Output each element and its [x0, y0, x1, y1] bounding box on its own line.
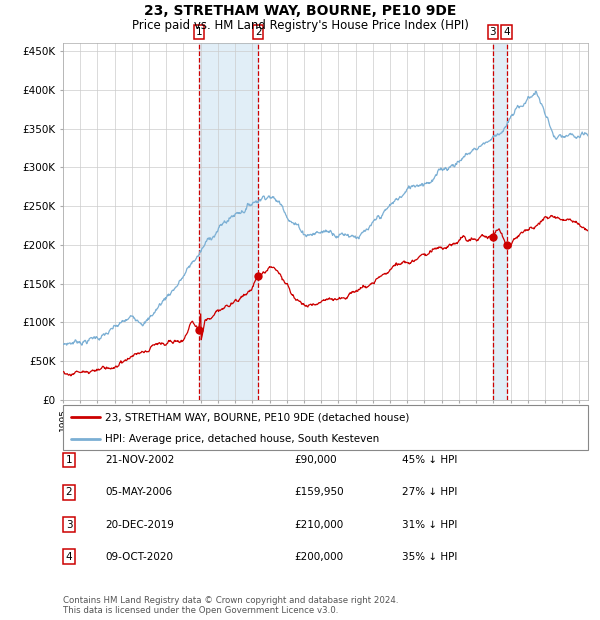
- Bar: [493, 43, 506, 400]
- Text: 23, STRETHAM WAY, BOURNE, PE10 9DE (detached house): 23, STRETHAM WAY, BOURNE, PE10 9DE (deta…: [105, 412, 409, 422]
- Text: £210,000: £210,000: [294, 520, 343, 529]
- Text: 23, STRETHAM WAY, BOURNE, PE10 9DE: 23, STRETHAM WAY, BOURNE, PE10 9DE: [144, 4, 456, 19]
- Text: 4: 4: [65, 552, 73, 562]
- Bar: [199, 43, 258, 400]
- Text: Price paid vs. HM Land Registry's House Price Index (HPI): Price paid vs. HM Land Registry's House …: [131, 19, 469, 32]
- FancyBboxPatch shape: [63, 405, 588, 450]
- Text: HPI: Average price, detached house, South Kesteven: HPI: Average price, detached house, Sout…: [105, 434, 379, 444]
- Text: 1: 1: [196, 27, 202, 37]
- Text: 31% ↓ HPI: 31% ↓ HPI: [402, 520, 457, 529]
- Text: 1: 1: [65, 455, 73, 465]
- Text: 27% ↓ HPI: 27% ↓ HPI: [402, 487, 457, 497]
- Text: Contains HM Land Registry data © Crown copyright and database right 2024.
This d: Contains HM Land Registry data © Crown c…: [63, 596, 398, 615]
- Text: 05-MAY-2006: 05-MAY-2006: [105, 487, 172, 497]
- Text: 45% ↓ HPI: 45% ↓ HPI: [402, 455, 457, 465]
- Text: 20-DEC-2019: 20-DEC-2019: [105, 520, 174, 529]
- Text: £200,000: £200,000: [294, 552, 343, 562]
- Text: 2: 2: [255, 27, 262, 37]
- Text: 3: 3: [65, 520, 73, 529]
- Text: 21-NOV-2002: 21-NOV-2002: [105, 455, 175, 465]
- Text: 09-OCT-2020: 09-OCT-2020: [105, 552, 173, 562]
- Text: £90,000: £90,000: [294, 455, 337, 465]
- Text: 35% ↓ HPI: 35% ↓ HPI: [402, 552, 457, 562]
- Text: 2: 2: [65, 487, 73, 497]
- Text: 3: 3: [490, 27, 496, 37]
- Text: £159,950: £159,950: [294, 487, 344, 497]
- Text: 4: 4: [503, 27, 510, 37]
